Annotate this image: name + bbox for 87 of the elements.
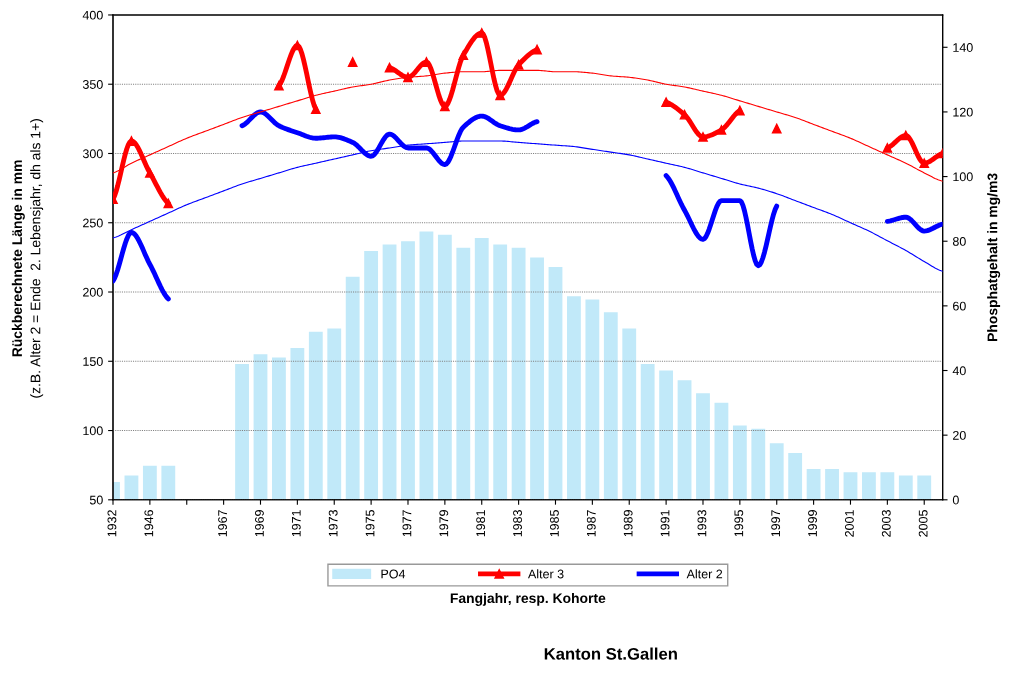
bar [142,465,157,500]
bar [272,357,286,500]
y2-tick-label: 100 [953,172,973,182]
bar [898,475,913,500]
y2-tick-label: 0 [952,495,959,505]
bar [788,452,803,500]
bar [548,267,563,500]
x-tick-label: 1987 [586,510,596,537]
bar [825,469,839,500]
point [163,198,174,209]
x-tick-label: 1995 [734,510,744,537]
bar [677,380,692,500]
bar [862,472,876,500]
x-tick-label: 1971 [291,510,301,537]
x-tick-label: 2005 [918,510,928,537]
x-tick-label: 1967 [218,510,227,537]
bar [622,328,637,500]
y2-tick-label: 60 [953,301,966,311]
legend-label: Alter 2 [686,569,723,579]
y2-axis-title: Phosphatgehalt in mg/m3 [987,173,1001,341]
y2-tick-label: 80 [952,237,966,246]
bar [751,428,766,500]
x-tick-label: 1946 [144,510,154,537]
bar [345,276,360,500]
x-tick-label: 1975 [365,510,375,537]
bar [714,402,729,500]
bar [696,393,710,500]
bar [603,312,618,500]
y-axis-title: Rückberechnete Länge in mm (z.B. Alter 2 = Ende 2. Lebensjahr, dh als 1+) [11,119,44,398]
bar [235,364,249,500]
bar [843,472,858,500]
y2-tick-label: 40 [952,366,966,376]
bar [253,354,268,500]
bar [640,364,655,500]
x-tick-label: 1999 [808,510,817,537]
bar [290,347,305,500]
bar [308,331,323,500]
x-tick-label: 1989 [623,510,633,537]
bar [917,475,932,500]
bar [161,465,176,500]
bar [585,299,600,500]
y-tick-label: 50 [89,495,103,505]
bar [382,244,397,500]
y-tick-label: 100 [83,426,103,436]
bar [364,250,379,500]
bar [659,370,674,500]
x-tick-label: 2003 [881,510,891,537]
y2-tick-label: 20 [953,430,966,440]
point [145,168,155,178]
bar [474,237,489,500]
bar [511,247,526,500]
y-tick-label: 200 [83,287,103,297]
legend-label: Alter 3 [527,569,564,579]
legend-label: PO4 [381,569,406,579]
x-tick-label: 1997 [771,510,781,537]
bar [419,231,434,500]
bar [769,443,784,500]
bar [530,257,544,500]
x-tick-label: 1979 [439,510,449,537]
bar [456,247,471,500]
bar [437,234,452,500]
x-tick-label: 1969 [255,510,264,537]
bar [567,296,581,500]
y-tick-label: 250 [83,218,103,228]
x-tick-label: 2001 [844,510,854,537]
x-tick-label: 1973 [328,510,338,537]
bar [327,328,342,500]
y-tick-label: 400 [82,10,103,20]
x-tick-label: 1993 [697,510,707,537]
y-tick-label: 300 [82,149,103,159]
bar [401,241,415,500]
x-tick-label: 1991 [660,510,670,537]
y-tick-label: 350 [82,80,103,89]
x-tick-label: 1981 [476,510,486,537]
bar [806,469,821,500]
bar [732,425,747,500]
y2-tick-label: 140 [953,43,973,52]
bar [493,244,508,500]
x-tick-label: 1932 [107,510,117,537]
x-tick-label: 1977 [402,510,412,537]
bar [880,472,895,500]
x-tick-label: 1985 [549,510,559,537]
text: Kanton St.Gallen [544,647,677,660]
x-tick-label: 1983 [513,510,522,537]
x-axis-title: Fangjahr, resp. Kohorte [450,592,606,606]
y2-tick-label: 120 [953,107,973,117]
y-tick-label: 150 [83,357,103,366]
